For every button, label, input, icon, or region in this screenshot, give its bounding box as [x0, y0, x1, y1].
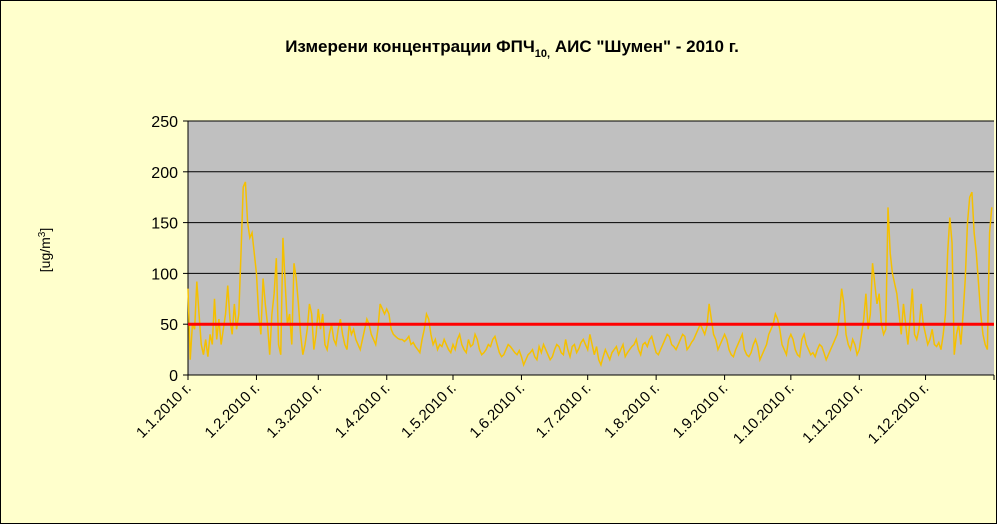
plot-area: [188, 121, 994, 375]
y-axis-label: [ug/m3]: [37, 228, 53, 272]
y-tick-label: 0: [169, 368, 178, 385]
y-tick-label: 50: [160, 317, 178, 334]
ylabel-end: ]: [37, 228, 53, 232]
y-tick-label: 200: [151, 165, 178, 182]
y-tick-label: 100: [151, 266, 178, 283]
title-rest: АИС "Шумен" - 2010 г.: [550, 37, 739, 56]
y-tick-label: 250: [151, 114, 178, 131]
chart-title: Измерени концентрации ФПЧ10, АИС "Шумен"…: [285, 37, 739, 60]
ylabel-sup: 3: [37, 231, 48, 237]
title-main: Измерени концентрации ФПЧ: [285, 37, 535, 56]
ylabel-text: [ug/m: [37, 237, 53, 272]
y-tick-label: 150: [151, 216, 178, 233]
title-sub: 10,: [535, 48, 550, 60]
data-line: [187, 181, 993, 368]
